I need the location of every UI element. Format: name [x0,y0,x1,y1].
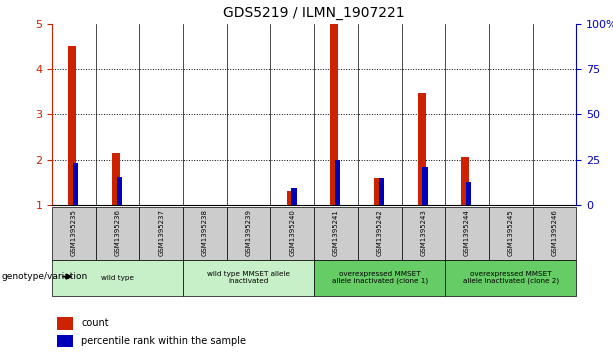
FancyBboxPatch shape [314,207,358,260]
FancyBboxPatch shape [445,260,576,296]
Bar [335,160,340,205]
FancyBboxPatch shape [183,260,314,296]
Text: overexpressed MMSET
allele inactivated (clone 1): overexpressed MMSET allele inactivated (… [332,271,428,285]
Text: overexpressed MMSET
allele inactivated (clone 2): overexpressed MMSET allele inactivated (… [463,271,559,285]
Text: GSM1395246: GSM1395246 [551,209,557,256]
Text: GSM1395237: GSM1395237 [158,209,164,256]
Bar [68,46,76,205]
Text: GSM1395238: GSM1395238 [202,209,208,256]
FancyBboxPatch shape [402,207,445,260]
FancyBboxPatch shape [533,207,576,260]
Title: GDS5219 / ILMN_1907221: GDS5219 / ILMN_1907221 [223,6,405,20]
FancyBboxPatch shape [52,260,183,296]
Bar [112,153,120,205]
Text: GSM1395243: GSM1395243 [421,209,427,256]
Bar [379,178,384,205]
Bar [417,93,425,205]
Bar [116,177,122,205]
Text: count: count [81,318,109,328]
FancyBboxPatch shape [183,207,227,260]
Bar [374,178,382,205]
Bar [287,192,294,205]
Text: wild type MMSET allele
inactivated: wild type MMSET allele inactivated [207,271,290,284]
Text: GSM1395235: GSM1395235 [71,209,77,256]
FancyBboxPatch shape [358,207,402,260]
FancyBboxPatch shape [139,207,183,260]
Text: GSM1395242: GSM1395242 [376,209,383,256]
FancyBboxPatch shape [489,207,533,260]
FancyBboxPatch shape [270,207,314,260]
Bar [462,158,469,205]
FancyBboxPatch shape [445,207,489,260]
Bar [466,182,471,205]
Bar [58,317,73,330]
FancyBboxPatch shape [314,260,445,296]
Text: genotype/variation: genotype/variation [2,273,88,281]
Bar [73,163,78,205]
Text: GSM1395239: GSM1395239 [246,209,252,256]
Text: GSM1395240: GSM1395240 [289,209,295,256]
Bar [422,167,428,205]
FancyBboxPatch shape [52,207,96,260]
Bar [58,335,73,347]
Text: GSM1395245: GSM1395245 [508,209,514,256]
Bar [291,188,297,205]
Text: wild type: wild type [101,275,134,281]
Text: percentile rank within the sample: percentile rank within the sample [81,336,246,346]
FancyBboxPatch shape [96,207,139,260]
Bar [330,24,338,205]
Text: GSM1395244: GSM1395244 [464,209,470,256]
Text: GSM1395236: GSM1395236 [115,209,121,256]
Text: GSM1395241: GSM1395241 [333,209,339,256]
FancyBboxPatch shape [227,207,270,260]
